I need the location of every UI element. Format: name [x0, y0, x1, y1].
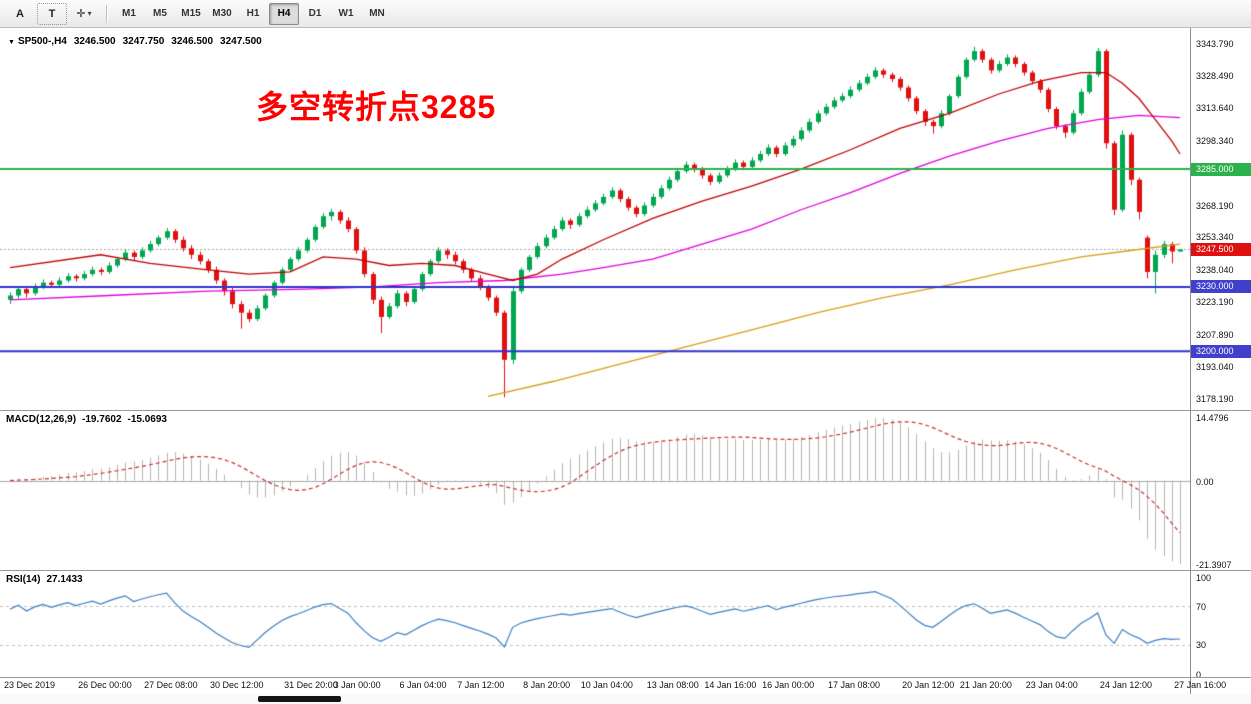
time-axis-label: 6 Jan 04:00	[399, 680, 447, 690]
macd-axis-label-top: 14.4796	[1196, 413, 1229, 423]
price-axis-label: 3193.040	[1196, 361, 1234, 372]
h-scrollbar-thumb[interactable]	[258, 696, 341, 702]
time-axis-label: 23 Dec 2019	[4, 680, 56, 690]
time-axis-label: 30 Dec 12:00	[210, 680, 264, 690]
ohlc-high: 3247.750	[122, 36, 165, 47]
price-axis-label: 3343.790	[1196, 38, 1234, 49]
price-axis-label: 3313.640	[1196, 103, 1234, 114]
timeframe-button-m5[interactable]: M5	[153, 8, 167, 19]
time-axis-label: 26 Dec 00:00	[78, 680, 132, 690]
timeframe-button-h1[interactable]: H1	[246, 8, 260, 19]
rsi-indicator-label: RSI(14) 27.1433	[6, 574, 89, 585]
symbol-label: SP500-,H4	[17, 36, 67, 47]
price-axis-label: 3178.190	[1196, 393, 1234, 404]
symbol-ohlc-line: ▼ SP500-,H4 3246.500 3247.750 3246.500 3247.5…	[8, 36, 269, 47]
time-axis-label: 14 Jan 16:00	[704, 680, 757, 690]
rsi-value: 27.1433	[46, 574, 83, 585]
toolbar-separator	[106, 4, 107, 23]
time-axis[interactable]: 23 Dec 2019 26 Dec 00:00 27 Dec 08:00 30 De…	[0, 678, 1251, 694]
time-axis-label: 20 Jan 12:00	[902, 680, 955, 690]
price-axis-label: 3298.340	[1196, 135, 1234, 146]
chart-canvas[interactable]	[0, 28, 1190, 704]
time-axis-label: 7 Jan 12:00	[457, 680, 505, 690]
macd-value-main: -19.7602	[82, 414, 122, 425]
rsi-label: RSI(14)	[6, 574, 41, 585]
timeframe-group: M1 M5 M15 M30 H1 H4 D1 W1 MN	[114, 2, 392, 25]
price-axis[interactable]: 3343.790 3328.490 3313.640 3298.340 3268.190…	[1190, 28, 1251, 704]
timeframe-button-m30[interactable]: M30	[212, 8, 232, 19]
time-axis-label: 24 Jan 12:00	[1099, 680, 1152, 690]
timeframe-button-d1[interactable]: D1	[308, 8, 322, 19]
time-axis-label: 27 Jan 16:00	[1174, 680, 1227, 690]
timeframe-button-mn[interactable]: MN	[369, 8, 385, 19]
rsi-axis-label: 100	[1196, 572, 1212, 583]
price-badge-3230.000: 3230.000	[1191, 280, 1251, 294]
rsi-axis-label: 70	[1196, 601, 1207, 612]
cursor-tool-dropdown[interactable]: ✛ ▾	[69, 3, 99, 25]
time-axis-label: 27 Dec 08:00	[144, 680, 198, 690]
time-axis-label: 21 Jan 20:00	[959, 680, 1012, 690]
price-badge-3247.500: 3247.500	[1191, 242, 1251, 256]
annotation-tool-button[interactable]: A	[16, 7, 24, 20]
time-axis-label: 13 Jan 08:00	[646, 680, 699, 690]
h-scrollbar[interactable]	[0, 694, 1251, 704]
timeframe-button-m1[interactable]: M1	[122, 8, 136, 19]
timeframe-button-m15[interactable]: M15	[181, 8, 201, 19]
chart-annotation-text: 多空转折点3285	[256, 89, 497, 125]
price-axis-label: 3238.040	[1196, 265, 1234, 276]
time-axis-label: 8 Jan 20:00	[523, 680, 571, 690]
time-axis-label: 23 Jan 04:00	[1025, 680, 1078, 690]
time-axis-label: 16 Jan 00:00	[762, 680, 815, 690]
macd-axis-label-bottom: -21.3907	[1196, 560, 1232, 570]
crosshair-icon: ✛	[76, 8, 86, 20]
toolbar: A T ✛ ▾ M1 M5 M15 M30 H1 H4 D1 W1 MN	[0, 0, 1251, 28]
caret-down-icon: ▾	[87, 9, 92, 18]
price-axis-label: 3223.190	[1196, 297, 1234, 308]
ohlc-low: 3246.500	[171, 36, 214, 47]
timeframe-button-h4[interactable]: H4	[269, 2, 299, 25]
price-badge-3285.000: 3285.000	[1191, 162, 1251, 176]
ohlc-open: 3246.500	[73, 36, 116, 47]
macd-value-signal: -15.0693	[127, 414, 167, 425]
price-axis-label: 3328.490	[1196, 71, 1234, 82]
time-axis-label: 3 Jan 00:00	[333, 680, 381, 690]
macd-label: MACD(12,26,9)	[6, 414, 77, 425]
panel-separator-macd[interactable]	[0, 410, 1251, 411]
panel-separator-rsi[interactable]	[0, 570, 1251, 571]
time-axis-label: 31 Dec 20:00	[284, 680, 338, 690]
price-badge-3200.000: 3200.000	[1191, 344, 1251, 358]
macd-indicator-label: MACD(12,26,9) -19.7602 -15.0693	[6, 414, 173, 425]
price-axis-label: 3268.190	[1196, 200, 1234, 211]
time-axis-label: 17 Jan 08:00	[828, 680, 881, 690]
rsi-axis-label: 0	[1196, 669, 1202, 680]
chart-collapse-icon[interactable]: ▼	[8, 39, 15, 46]
panel-separator-timeaxis	[0, 677, 1251, 678]
timeframe-button-w1[interactable]: W1	[338, 8, 354, 19]
ohlc-close: 3247.500	[220, 36, 262, 47]
chart-area: ▼ SP500-,H4 3246.500 3247.750 3246.500 3247.5…	[0, 28, 1251, 704]
price-axis-label: 3253.340	[1196, 232, 1234, 243]
time-axis-label: 10 Jan 04:00	[580, 680, 633, 690]
macd-axis-label-zero: 0.00	[1196, 476, 1214, 487]
price-axis-label: 3207.890	[1196, 329, 1234, 340]
rsi-axis-label: 30	[1196, 640, 1207, 651]
text-tool-button[interactable]: T	[37, 2, 67, 25]
